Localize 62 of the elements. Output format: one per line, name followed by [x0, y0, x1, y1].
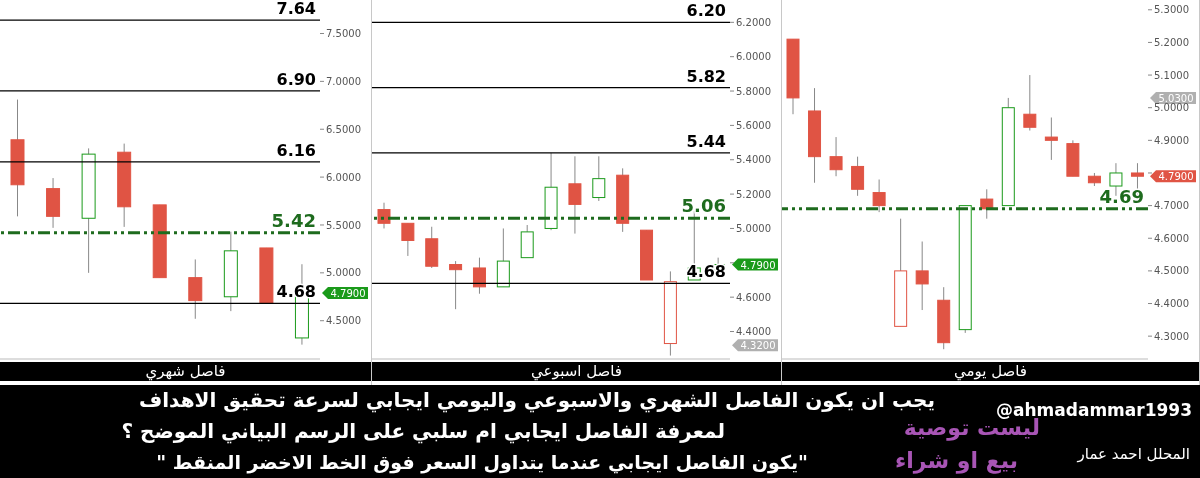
y-tick-label: 4.3000 — [1154, 330, 1189, 342]
y-tick-label: 5.0000 — [1154, 102, 1189, 114]
text: "يكون الفاصل ايجابي عندما يتداول السعر فوق الخط الاخضر المنقط " — [156, 450, 808, 475]
ref-line-label: 6.16 — [276, 140, 316, 160]
ref-line-label: 4.69 — [1099, 185, 1144, 207]
y-tick-label: 5.1000 — [1154, 69, 1189, 81]
price-tag: 4.7900 — [732, 258, 778, 271]
y-tick-label: 4.5000 — [326, 315, 361, 327]
y-tick-label: 4.4000 — [736, 326, 771, 338]
y-tick-label: 5.5000 — [326, 219, 361, 231]
candlestick — [401, 222, 415, 257]
ref-line-label: 5.42 — [271, 209, 316, 231]
text: بيع او شراء — [895, 448, 1018, 474]
candlestick — [1023, 74, 1037, 132]
candlestick — [829, 136, 843, 177]
y-tick-label: 5.8000 — [736, 85, 771, 97]
ref-line-label: 5.44 — [686, 131, 726, 151]
price-tag: 4.7900 — [1150, 170, 1196, 183]
y-tick-label: 7.5000 — [326, 28, 361, 40]
candlestick — [851, 156, 865, 197]
y-tick-label: 7.0000 — [326, 75, 361, 87]
x-axis-title: فاصل شهري — [0, 360, 371, 383]
ref-line-label: 6.20 — [686, 1, 726, 21]
candlestick — [568, 155, 582, 235]
ref-line-label: 5.06 — [681, 195, 726, 217]
y-tick-label: 4.6000 — [736, 291, 771, 303]
price-tag: 4.3200 — [732, 339, 778, 352]
ref-line-label: 6.90 — [276, 69, 316, 89]
ref-line-label: 5.82 — [686, 66, 726, 86]
text: لمعرفة الفاصل ايجابي ام سلبي على الرسم البياني الموضح ؟ — [121, 418, 725, 444]
y-tick-label: 4.6000 — [1154, 232, 1189, 244]
candlestick — [1044, 116, 1058, 161]
candlestick — [472, 257, 486, 295]
candlestick — [915, 241, 929, 311]
x-axis-title: فاصل اسبوعي — [372, 360, 781, 383]
y-tick-label: 4.7000 — [1154, 200, 1189, 212]
y-tick-label: 6.0000 — [326, 171, 361, 183]
candlestick — [872, 179, 886, 213]
candlestick — [188, 258, 203, 320]
y-tick-label: 6.0000 — [736, 51, 771, 63]
y-tick-label: 4.5000 — [1154, 265, 1189, 277]
price-tag: 5.0300 — [1150, 91, 1196, 104]
ref-line-label: 7.64 — [276, 0, 316, 19]
price-tag: 4.7900 — [322, 286, 368, 299]
y-tick-label: 5.2000 — [1154, 36, 1189, 48]
y-tick-label: 5.3000 — [1154, 4, 1189, 16]
x-axis-title: فاصل يومي — [782, 360, 1199, 383]
y-tick-label: 5.0000 — [326, 267, 361, 279]
y-tick-label: 6.2000 — [736, 16, 771, 28]
candlestick — [592, 155, 606, 202]
y-tick-label: 5.0000 — [736, 223, 771, 234]
candlestick — [377, 202, 391, 229]
y-tick-label: 5.2000 — [736, 188, 771, 200]
y-tick-label: 5.6000 — [736, 119, 771, 131]
y-tick-label: 4.9000 — [1154, 134, 1189, 146]
y-tick-label: 4.4000 — [1154, 298, 1189, 310]
ref-line-label: 4.68 — [276, 282, 316, 302]
y-tick-label: 5.4000 — [736, 154, 771, 166]
text: المحلل احمد عمار — [1077, 444, 1190, 465]
candlestick — [449, 260, 463, 310]
text: يجب ان يكون الفاصل الشهري والاسبوعي واليومي ايجابي لسرعة تحقيق الاهداف — [139, 387, 935, 413]
y-tick-label: 6.5000 — [326, 123, 361, 135]
